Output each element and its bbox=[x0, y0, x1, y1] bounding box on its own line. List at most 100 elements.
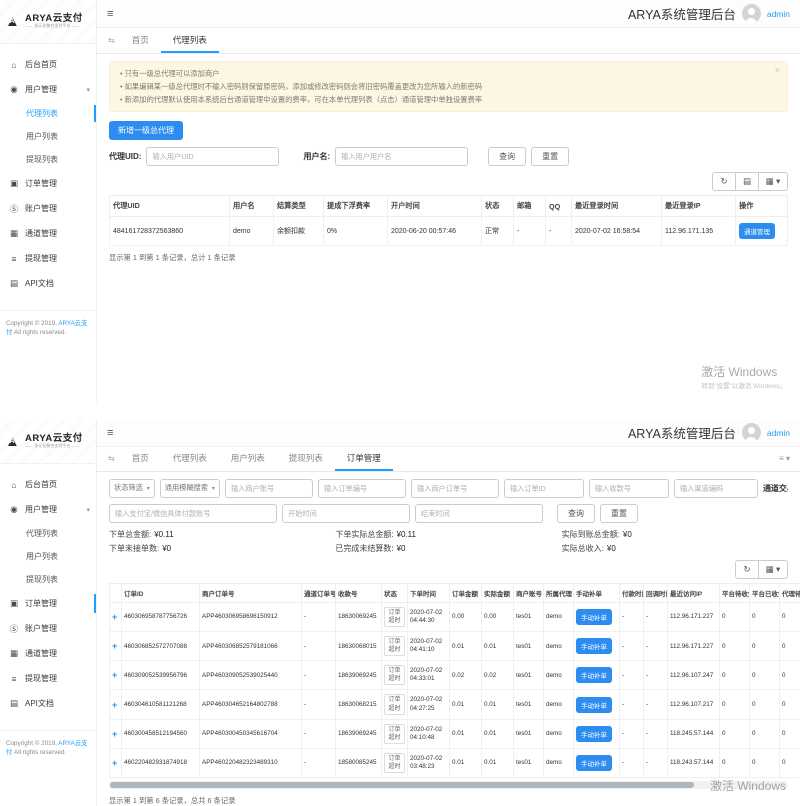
search-button[interactable]: 查询 bbox=[488, 147, 527, 167]
sidebar-item-agent-list[interactable]: 代理列表 bbox=[26, 529, 58, 538]
column-header[interactable]: 结算类型 bbox=[273, 195, 324, 218]
expand-icon[interactable]: + bbox=[112, 757, 118, 768]
column-header[interactable]: 订单ID bbox=[121, 582, 200, 603]
sidebar-item-user-list[interactable]: 用户列表 bbox=[26, 552, 58, 561]
end-time-input[interactable] bbox=[415, 503, 543, 523]
user-menu[interactable]: admin bbox=[766, 427, 790, 438]
columns-icon[interactable]: ▦ ▾ bbox=[758, 559, 788, 579]
sidebar-item-api-docs[interactable]: ▤ API文档 bbox=[9, 698, 54, 708]
refresh-icon[interactable]: ↻ bbox=[735, 559, 759, 579]
view-toggle-icon[interactable]: ▤ bbox=[735, 172, 759, 192]
sidebar-item-withdraw-mgmt[interactable]: ≡ 提现管理 bbox=[0, 666, 96, 691]
tab-home[interactable]: 首页 bbox=[131, 34, 149, 45]
tab-menu-icon[interactable]: ≡ ▾ bbox=[779, 454, 790, 464]
expand-icon[interactable]: + bbox=[112, 699, 118, 710]
column-header[interactable]: 商户订单号 bbox=[199, 582, 302, 603]
column-header[interactable]: 最近登录时间 bbox=[571, 195, 662, 218]
payee-no-input[interactable] bbox=[588, 478, 669, 498]
column-header[interactable]: 平台待收金 bbox=[719, 582, 750, 603]
sidebar-item-user-mgmt[interactable]: ◉ 用户管理 ▾ bbox=[10, 504, 90, 514]
sidebar-item-user-mgmt[interactable]: ◉ 用户管理 ▾ bbox=[10, 84, 90, 94]
manual-fill-button[interactable]: 手动补单 bbox=[576, 608, 612, 625]
close-icon[interactable]: × bbox=[774, 65, 780, 75]
tab-order-mgmt[interactable]: 订单管理 bbox=[334, 447, 393, 471]
column-header[interactable]: 最近登录IP bbox=[661, 195, 736, 218]
column-header[interactable]: 代理待收金 bbox=[779, 582, 800, 603]
order-no-input[interactable] bbox=[317, 478, 406, 498]
column-header[interactable]: 状态 bbox=[481, 195, 514, 218]
sidebar-item-channel-mgmt[interactable]: ▦ 通道管理 bbox=[9, 648, 57, 658]
column-header[interactable]: 状态 bbox=[381, 582, 408, 603]
avatar[interactable] bbox=[741, 423, 761, 443]
column-header[interactable]: 代理UID bbox=[109, 195, 230, 218]
column-header[interactable]: 提成下浮费率 bbox=[323, 195, 388, 218]
manual-fill-button[interactable]: 手动补单 bbox=[576, 725, 612, 742]
sidebar-item-withdraw-list[interactable]: 提现列表 bbox=[26, 155, 58, 164]
sidebar-item-order-mgmt[interactable]: ▣ 订单管理 bbox=[0, 591, 96, 616]
sidebar-item-agent-list[interactable]: 代理列表 bbox=[0, 102, 96, 125]
column-header[interactable]: 平台已收金 bbox=[749, 582, 780, 603]
column-header[interactable]: 用户名 bbox=[229, 195, 274, 218]
columns-icon[interactable]: ▦ ▾ bbox=[758, 172, 788, 192]
copyright-link[interactable]: ARYA云支付 bbox=[6, 320, 88, 337]
merchant-account-input[interactable] bbox=[224, 478, 313, 498]
sidebar-item-api-docs[interactable]: ▤ API文档 bbox=[9, 278, 54, 288]
search-button[interactable]: 查询 bbox=[557, 503, 595, 523]
expand-icon[interactable]: + bbox=[112, 611, 118, 622]
scrollbar-thumb[interactable] bbox=[110, 782, 694, 788]
tab-home[interactable]: 首页 bbox=[131, 452, 149, 463]
expand-icon[interactable]: + bbox=[112, 728, 118, 739]
column-header[interactable]: 最近访问IP bbox=[667, 582, 720, 603]
manual-fill-button[interactable]: 手动补单 bbox=[576, 754, 612, 771]
column-header[interactable]: 付款时间 bbox=[619, 582, 644, 603]
sidebar-item-account-mgmt[interactable]: Ⓢ 账户管理 bbox=[9, 623, 57, 634]
sidebar-item-home[interactable]: ⌂ 后台首页 bbox=[0, 52, 96, 77]
column-header[interactable]: 操作 bbox=[735, 195, 788, 218]
sidebar-item-withdraw-mgmt[interactable]: ≡ 提现管理 bbox=[0, 246, 96, 271]
agent-uid-input[interactable] bbox=[146, 147, 280, 167]
column-header[interactable]: 回调时间 bbox=[643, 582, 668, 603]
tab-user-list[interactable]: 用户列表 bbox=[230, 452, 265, 463]
tab-scroll-icon[interactable]: ⇆ bbox=[108, 454, 115, 464]
expand-icon[interactable]: + bbox=[112, 641, 118, 652]
pay-account-input[interactable] bbox=[109, 503, 277, 523]
manual-fill-button[interactable]: 手动补单 bbox=[576, 667, 612, 684]
search-mode-select[interactable]: 通用模糊搜索 ▾ bbox=[159, 478, 220, 498]
merchant-order-no-input[interactable] bbox=[410, 478, 499, 498]
column-header[interactable]: 实际金额 bbox=[481, 582, 514, 603]
copyright-link[interactable]: ARYA云支付 bbox=[6, 740, 88, 757]
column-header[interactable]: 手动补单 bbox=[573, 582, 620, 603]
column-header[interactable]: 收款号 bbox=[335, 582, 382, 603]
sidebar-item-home[interactable]: ⌂ 后台首页 bbox=[0, 472, 96, 497]
column-header[interactable]: 下单时间 bbox=[407, 582, 450, 603]
column-header[interactable]: 邮箱 bbox=[513, 195, 546, 218]
reset-button[interactable]: 重置 bbox=[531, 147, 570, 167]
tab-agent-list[interactable]: 代理列表 bbox=[172, 452, 207, 463]
start-time-input[interactable] bbox=[282, 503, 410, 523]
horizontal-scrollbar[interactable] bbox=[109, 781, 788, 789]
refresh-icon[interactable]: ↻ bbox=[712, 172, 736, 192]
expand-icon[interactable]: + bbox=[112, 670, 118, 681]
column-header[interactable]: 所属代理 bbox=[543, 582, 574, 603]
column-header[interactable]: QQ bbox=[545, 195, 572, 218]
reset-button[interactable]: 重置 bbox=[600, 503, 638, 523]
channel-code-input[interactable] bbox=[673, 478, 758, 498]
avatar[interactable] bbox=[741, 4, 761, 23]
sidebar-item-order-mgmt[interactable]: ▣ 订单管理 bbox=[9, 178, 57, 188]
sidebar-item-withdraw-list[interactable]: 提现列表 bbox=[26, 575, 58, 584]
column-header[interactable]: 商户账号 bbox=[513, 582, 544, 603]
column-header[interactable]: 通道订单号 bbox=[301, 582, 336, 603]
manual-fill-button[interactable]: 手动补单 bbox=[576, 638, 612, 655]
hamburger-icon[interactable]: ≡ bbox=[107, 7, 114, 20]
tab-scroll-icon[interactable]: ⇆ bbox=[108, 36, 115, 45]
sidebar-item-user-list[interactable]: 用户列表 bbox=[26, 132, 58, 141]
tab-withdraw-list[interactable]: 提现列表 bbox=[288, 452, 323, 463]
order-id-input[interactable] bbox=[503, 478, 584, 498]
status-filter-select[interactable]: 状态筛选 ▾ bbox=[109, 478, 155, 498]
add-agent-button[interactable]: 新增一级总代理 bbox=[109, 121, 183, 141]
channel-manage-button[interactable]: 通道管理 bbox=[739, 223, 775, 240]
sidebar-item-account-mgmt[interactable]: Ⓢ 账户管理 bbox=[9, 203, 57, 214]
user-menu[interactable]: admin bbox=[766, 8, 790, 19]
tab-agent-list[interactable]: 代理列表 bbox=[160, 28, 219, 53]
column-header[interactable] bbox=[109, 582, 122, 603]
